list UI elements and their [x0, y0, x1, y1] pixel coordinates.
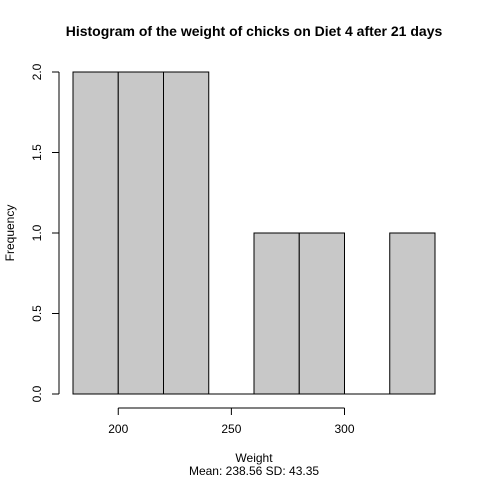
- x-axis: 200 250 300: [108, 407, 355, 436]
- x-tick-label-300: 300: [334, 422, 354, 436]
- y-tick-label-3: 1.5: [30, 144, 44, 161]
- histogram-bar-5: [253, 232, 300, 395]
- y-tick-label-2: 1.0: [30, 224, 44, 241]
- y-axis-label: Frequency: [3, 205, 17, 262]
- chart-title: Histogram of the weight of chicks on Die…: [66, 23, 443, 39]
- x-axis-label: Weight: [235, 451, 273, 465]
- x-tick-label-200: 200: [108, 422, 128, 436]
- bars-group: [72, 71, 436, 395]
- x-tick-label-250: 250: [221, 422, 241, 436]
- y-axis: 0.0 0.5 1.0 1.5 2.0: [30, 63, 60, 402]
- summary-stats: Mean: 238.56 SD: 43.35: [189, 464, 319, 478]
- histogram-bar-3: [163, 71, 210, 395]
- y-tick-label-4: 2.0: [30, 63, 44, 80]
- histogram-bar-6: [298, 232, 345, 395]
- y-tick-label-1: 0.5: [30, 305, 44, 322]
- histogram-bar-2: [117, 71, 164, 395]
- y-tick-label-0: 0.0: [30, 385, 44, 402]
- histogram-bar-8: [389, 232, 436, 395]
- histogram-bar-1: [72, 71, 119, 395]
